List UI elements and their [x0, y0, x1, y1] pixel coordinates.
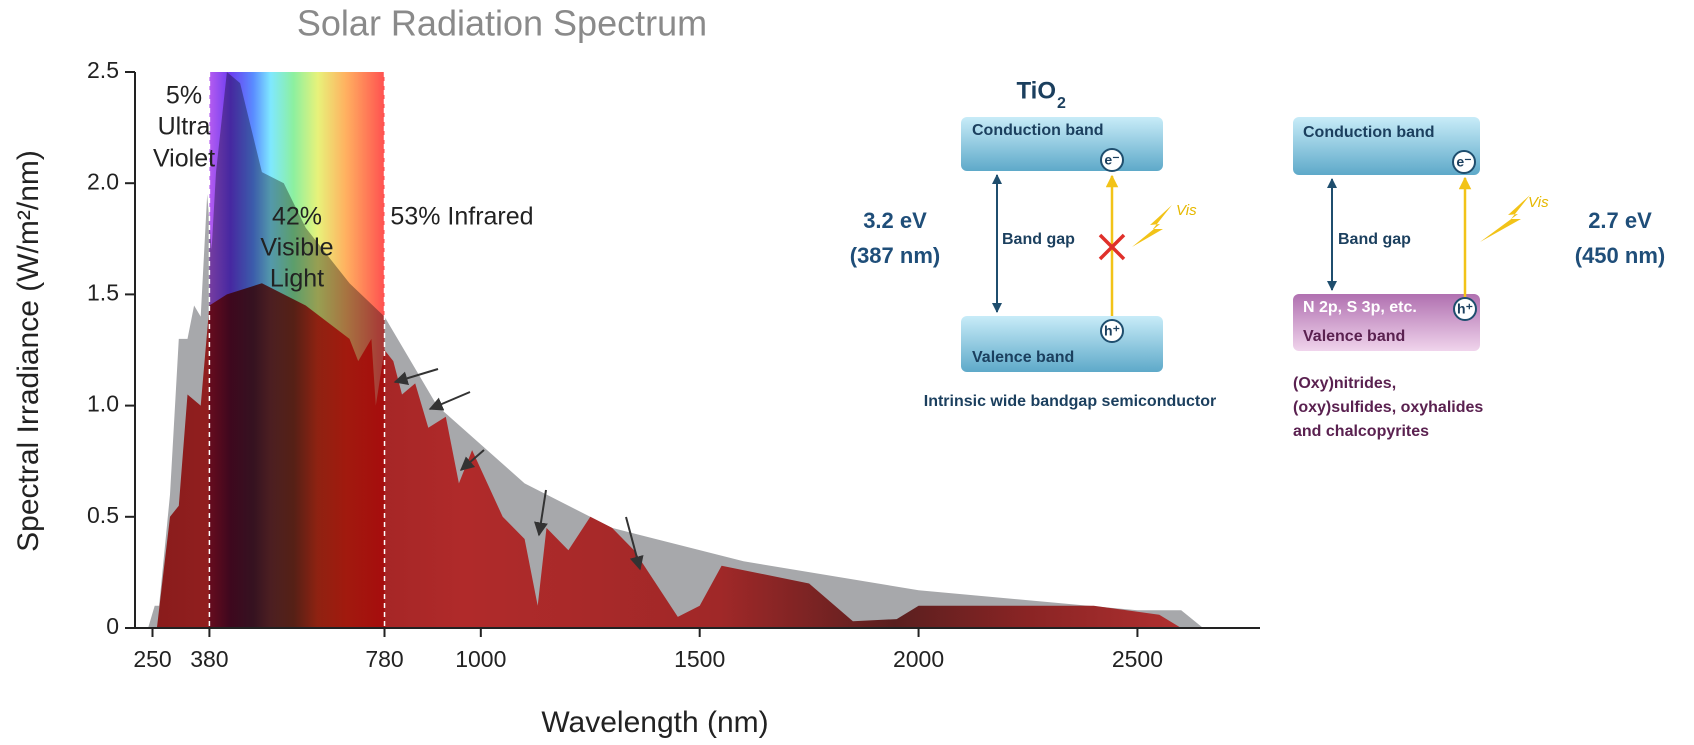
- annotation: 42%: [272, 203, 322, 231]
- states-label: N 2p, S 3p, etc.: [1303, 299, 1417, 316]
- diagram-title: TiO: [1016, 77, 1056, 104]
- vis-label: Vis: [1176, 202, 1197, 219]
- electron-label: e⁻: [1104, 152, 1119, 168]
- energy-label: 3.2 eV: [863, 208, 927, 233]
- annotation: Light: [270, 265, 324, 293]
- annotation: 5%: [166, 82, 202, 110]
- chart-title: Solar Radiation Spectrum: [297, 3, 707, 44]
- x-tick-label: 2000: [893, 646, 944, 672]
- band-label: Conduction band: [1303, 124, 1435, 141]
- vis-label: Vis: [1528, 194, 1549, 211]
- y-axis-label: Spectral Irradiance (W/m²/nm): [12, 150, 45, 552]
- diagram-caption: (oxy)sulfides, oxyhalides: [1293, 399, 1483, 416]
- y-tick-label: 2.5: [87, 57, 119, 83]
- annotation: 53% Infrared: [390, 203, 533, 231]
- y-tick-label: 1.0: [87, 391, 119, 417]
- diagram-caption: Intrinsic wide bandgap semiconductor: [924, 393, 1216, 410]
- light-icon: [1480, 195, 1530, 242]
- annotation: Ultra: [158, 113, 211, 141]
- x-tick-label: 380: [190, 646, 228, 672]
- diagram-title-sub: 2: [1057, 95, 1066, 112]
- x-tick-label: 1500: [674, 646, 725, 672]
- annotation: Visible: [260, 234, 333, 262]
- x-tick-label: 1000: [455, 646, 506, 672]
- y-tick-label: 0.5: [87, 502, 119, 528]
- diagram-left: TiO 2 Conduction band Valence band Band …: [850, 77, 1216, 410]
- band-label: Valence band: [972, 349, 1074, 366]
- diagram-right: Conduction band N 2p, S 3p, etc. Valence…: [1293, 117, 1665, 440]
- x-tick-label: 780: [365, 646, 403, 672]
- diagram-caption: (Oxy)nitrides,: [1293, 375, 1396, 392]
- wavelength-label: (450 nm): [1575, 243, 1665, 268]
- arrow: [430, 392, 470, 409]
- x-tick-label: 2500: [1112, 646, 1163, 672]
- diagram-caption: and chalcopyrites: [1293, 423, 1429, 440]
- gap-label: Band gap: [1338, 231, 1411, 248]
- band-label: Valence band: [1303, 328, 1405, 345]
- electron-label: e⁻: [1456, 154, 1471, 170]
- light-icon: [1132, 205, 1172, 247]
- y-tick-label: 2.0: [87, 168, 119, 194]
- visible-band: [209, 72, 384, 628]
- energy-label: 2.7 eV: [1588, 208, 1652, 233]
- x-tick-label: 250: [133, 646, 171, 672]
- hole-label: h⁺: [1457, 301, 1473, 317]
- band-label: Conduction band: [972, 122, 1104, 139]
- annotation: Violet: [153, 145, 215, 173]
- y-tick-label: 0: [106, 613, 119, 639]
- wavelength-label: (387 nm): [850, 243, 940, 268]
- x-axis-label: Wavelength (nm): [541, 706, 768, 739]
- y-tick-label: 1.5: [87, 279, 119, 305]
- hole-label: h⁺: [1104, 323, 1120, 339]
- page: 0 0.5 1.0 1.5 2.0 2.5 250 380 780 1000 1500 2000 250…: [0, 0, 1694, 745]
- gap-label: Band gap: [1002, 231, 1075, 248]
